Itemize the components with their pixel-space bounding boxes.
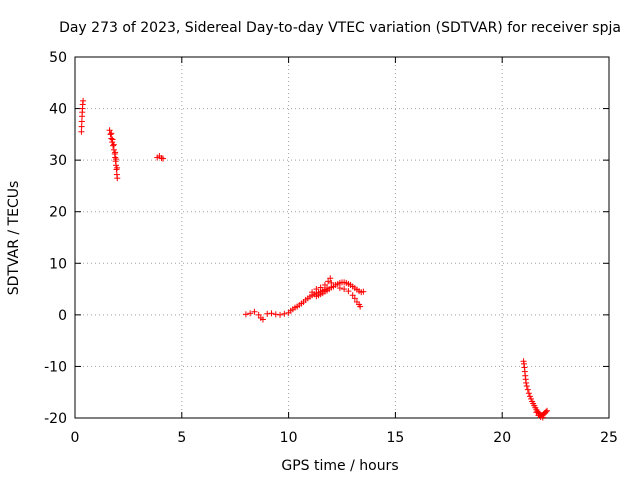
data-point xyxy=(544,407,551,414)
data-point xyxy=(341,286,348,293)
y-tick-label: 40 xyxy=(49,102,67,118)
data-point xyxy=(328,279,335,286)
chart-title: Day 273 of 2023, Sidereal Day-to-day VTE… xyxy=(59,20,621,36)
data-point xyxy=(114,164,121,171)
y-tick-label: -20 xyxy=(44,411,67,427)
data-point xyxy=(309,289,316,296)
data-point xyxy=(78,123,85,130)
data-point xyxy=(336,285,343,292)
y-tick-label: 30 xyxy=(49,153,67,169)
data-point xyxy=(542,408,549,415)
data-point xyxy=(110,146,117,153)
data-point xyxy=(255,311,262,318)
x-axis-label: GPS time / hours xyxy=(281,458,398,474)
data-point xyxy=(327,275,334,282)
data-point xyxy=(251,308,258,315)
x-tick-label: 15 xyxy=(386,430,404,446)
data-point xyxy=(526,393,533,400)
y-tick-labels: -20 -10 0 10 20 30 40 50 xyxy=(44,50,67,427)
data-point xyxy=(158,155,165,162)
data-point xyxy=(523,379,530,386)
data-point xyxy=(108,130,115,137)
x-tick-labels: 0 5 10 15 20 25 xyxy=(71,430,618,446)
y-tick-label: 50 xyxy=(49,50,67,66)
data-point xyxy=(113,156,120,163)
data-point xyxy=(523,383,530,390)
x-tick-label: 5 xyxy=(177,430,186,446)
y-tick-label: 0 xyxy=(58,308,67,324)
x-tick-label: 25 xyxy=(600,430,618,446)
data-point xyxy=(351,295,358,302)
y-tick-label: 20 xyxy=(49,205,67,221)
data-point xyxy=(325,278,332,285)
x-tick-label: 20 xyxy=(493,430,511,446)
data-point xyxy=(160,155,167,162)
data-point xyxy=(281,310,288,317)
data-point xyxy=(528,395,535,402)
y-axis-label: SDTVAR / TECUs xyxy=(6,181,22,296)
data-point xyxy=(78,118,85,125)
data-point xyxy=(321,281,328,288)
data-point xyxy=(110,141,117,148)
data-point xyxy=(264,310,271,317)
data-point xyxy=(349,292,356,299)
data-point xyxy=(539,414,546,421)
data-point xyxy=(110,142,117,149)
data-point xyxy=(525,390,532,397)
plot-frame xyxy=(74,56,610,419)
data-point xyxy=(106,127,113,134)
axis-ticks xyxy=(74,56,610,419)
grid-lines xyxy=(75,57,609,418)
data-point xyxy=(112,149,119,156)
y-tick-label: 10 xyxy=(49,256,67,272)
data-point xyxy=(272,311,279,318)
data-point xyxy=(113,166,120,173)
data-point xyxy=(78,128,85,135)
data-point xyxy=(107,131,114,138)
data-point xyxy=(242,311,249,318)
data-point xyxy=(357,303,364,310)
x-tick-label: 10 xyxy=(280,430,298,446)
data-point xyxy=(277,311,284,318)
y-tick-label: -10 xyxy=(44,359,67,375)
data-point xyxy=(317,284,324,291)
data-point xyxy=(345,288,352,295)
data-point xyxy=(533,409,540,416)
data-point xyxy=(109,136,116,143)
data-point xyxy=(114,175,121,182)
data-point xyxy=(259,316,266,323)
data-point xyxy=(108,135,115,142)
data-points xyxy=(78,97,551,421)
data-point xyxy=(360,288,367,295)
data-point xyxy=(524,386,531,393)
data-point xyxy=(247,310,254,317)
data-point xyxy=(268,310,275,317)
x-tick-label: 0 xyxy=(71,430,80,446)
data-point xyxy=(313,286,320,293)
data-point xyxy=(80,97,87,104)
